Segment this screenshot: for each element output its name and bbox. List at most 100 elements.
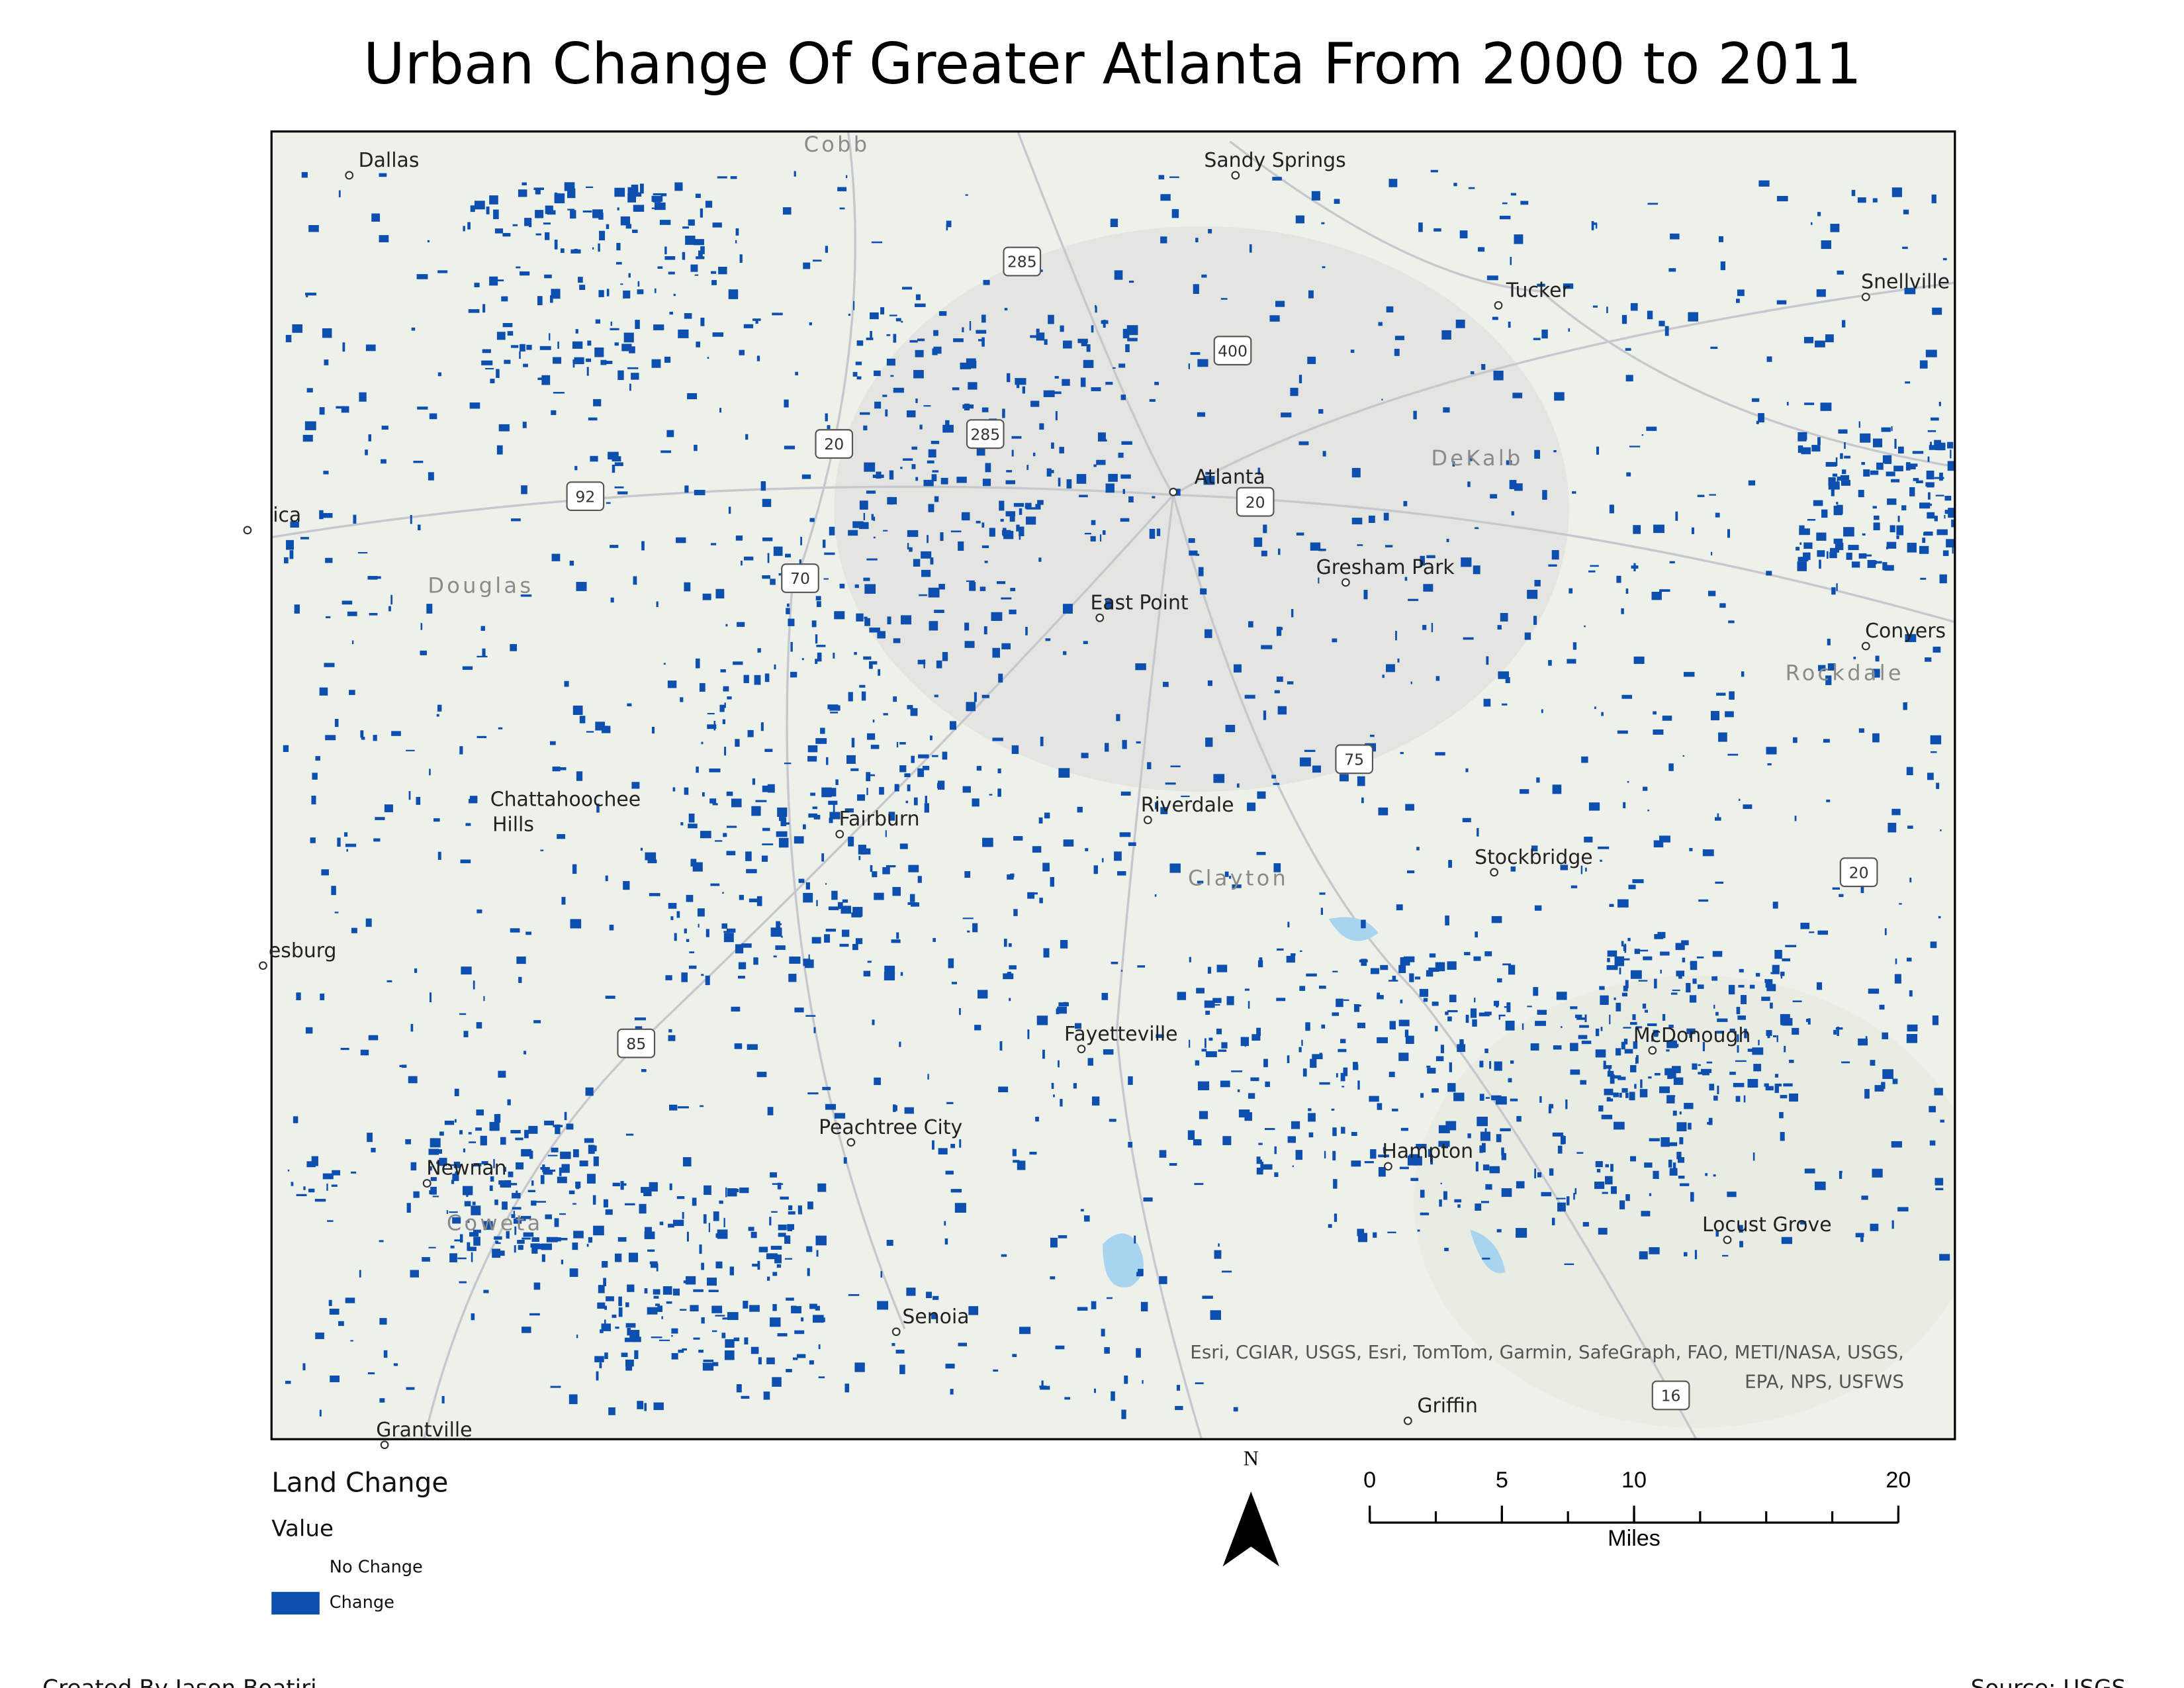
change-patch [883,530,888,532]
change-patch [1420,1212,1430,1215]
change-patch [1776,300,1787,305]
change-patch [1004,308,1008,310]
change-patch [855,361,862,365]
change-patch [810,792,816,796]
change-patch [504,1166,506,1172]
change-patch [1789,1059,1794,1063]
change-patch [306,1161,316,1168]
change-patch [448,1164,459,1166]
change-patch [711,1305,723,1313]
change-patch [1009,514,1015,522]
change-patch [1190,352,1201,355]
change-patch [549,333,551,341]
change-patch [798,878,805,883]
change-patch [1244,988,1250,991]
change-patch [1514,234,1524,244]
change-patch [1473,565,1480,575]
change-patch [1651,1035,1654,1042]
change-patch [535,1201,546,1203]
change-patch [1579,1025,1589,1028]
change-patch [719,408,722,413]
change-patch [1248,1093,1255,1099]
change-patch [1799,542,1802,545]
change-patch [1831,587,1836,595]
place-label: Hampton [1382,1140,1473,1163]
change-patch [1603,1060,1606,1070]
change-patch [981,337,985,347]
change-patch [1837,477,1839,484]
change-patch [416,796,421,805]
change-patch [1574,1014,1582,1018]
change-patch [807,1268,810,1276]
change-patch [857,794,866,801]
change-patch [1462,818,1471,823]
change-patch [682,1348,687,1351]
change-patch [773,955,777,958]
change-patch [368,1035,379,1041]
change-patch [1748,480,1756,486]
change-patch [285,334,292,343]
change-patch [1050,391,1062,395]
change-patch [1839,1170,1843,1173]
change-patch [888,813,893,816]
change-patch [1862,554,1872,557]
change-patch [699,1244,702,1254]
change-patch [1929,1105,1936,1113]
change-patch [1334,1213,1338,1222]
change-patch [932,470,939,473]
change-patch [483,1289,489,1293]
change-patch [978,990,988,999]
change-patch [712,803,718,806]
change-patch [1729,1028,1735,1033]
change-patch [306,295,308,298]
change-patch [743,1301,749,1309]
change-patch [520,271,530,276]
change-patch [483,1221,493,1230]
change-patch [1743,1095,1746,1103]
change-patch [1534,1168,1537,1179]
change-patch [1332,1127,1337,1137]
change-patch [937,780,945,790]
change-patch [1934,516,1938,522]
change-patch [854,1362,865,1372]
change-patch [1013,1160,1020,1163]
change-patch [1457,1204,1461,1208]
change-patch [1601,712,1604,716]
change-patch [1197,412,1206,417]
change-patch [1226,996,1234,1006]
change-patch [601,726,611,733]
change-patch [1391,1108,1398,1111]
change-patch [1009,609,1017,614]
change-patch [933,346,942,354]
change-patch [1361,919,1366,929]
place-dot [891,1327,901,1336]
change-patch [659,220,671,225]
change-patch [1305,1022,1310,1031]
change-patch [1189,550,1198,556]
roads [271,131,1955,1440]
change-patch [1609,504,1614,514]
change-patch [950,530,962,533]
change-patch [1197,359,1208,367]
change-patch [576,771,583,781]
change-patch [984,561,988,563]
change-patch [1570,1043,1578,1051]
change-patch [701,974,704,976]
change-patch [1792,1027,1799,1035]
change-patch [1828,477,1836,486]
change-patch [498,424,510,432]
change-patch [1233,1407,1238,1412]
change-patch [866,788,868,796]
change-patch [863,425,868,431]
change-patch [815,1235,827,1246]
change-patch [468,309,480,313]
change-patch [1176,1385,1181,1391]
change-patch [289,550,294,559]
change-patch [1653,711,1657,715]
change-patch [618,1307,623,1317]
change-patch [441,1395,445,1404]
change-patch [882,395,887,397]
change-patch [778,812,785,821]
change-patch [430,1186,437,1195]
